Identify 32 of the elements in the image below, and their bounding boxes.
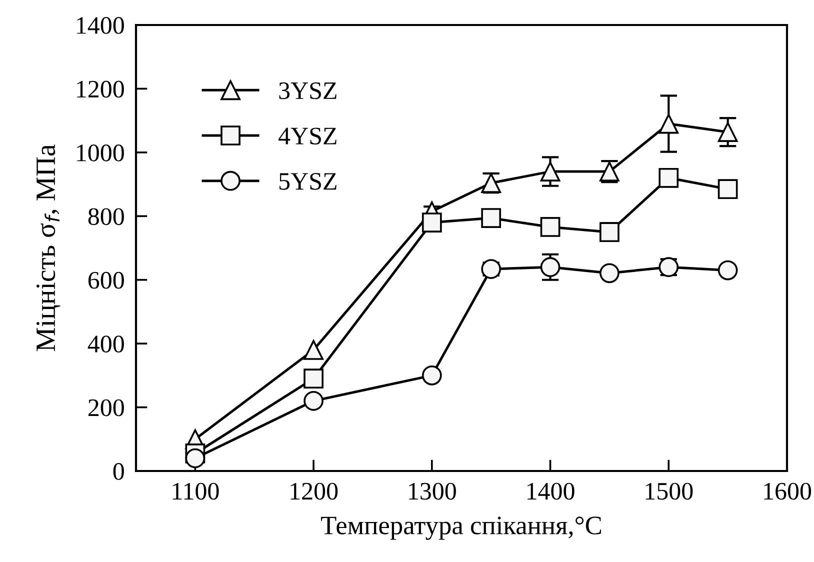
point [600,222,620,242]
point [718,179,738,199]
y-tick-label: 400 [88,336,124,352]
y-axis-title: Міцність σ$_{f}$, МПа [36,144,60,352]
point [540,257,560,278]
x-axis-title: Температура спікання,°C [321,516,601,540]
y-tick-label: 1400 [77,17,124,34]
legend-label: 3YSZ [279,82,336,100]
point [304,390,324,411]
point [718,260,738,280]
point [481,208,502,228]
point [540,217,560,237]
point [304,368,324,389]
y-tick-label: 200 [88,399,124,416]
point [658,168,679,188]
legend-label: 5YSZ [279,173,336,190]
point [422,365,442,386]
y-tick-label: 1200 [77,80,124,98]
y-tick-label: 1000 [77,144,124,162]
x-tick-label: 1300 [409,482,456,500]
point [422,212,442,232]
x-tick-label: 1200 [290,482,338,500]
x-tick-label: 1400 [527,482,574,500]
y-tick-label: 800 [88,208,124,226]
legend-label: 4YSZ [278,128,336,144]
y-tick-label: 0 [113,463,124,480]
point [185,448,206,468]
x-tick-label: 1500 [646,482,693,500]
y-tick-label: 600 [88,272,124,289]
x-tick-label: 1600 [764,482,812,500]
point [600,263,620,284]
x-tick-label: 1100 [172,482,219,500]
